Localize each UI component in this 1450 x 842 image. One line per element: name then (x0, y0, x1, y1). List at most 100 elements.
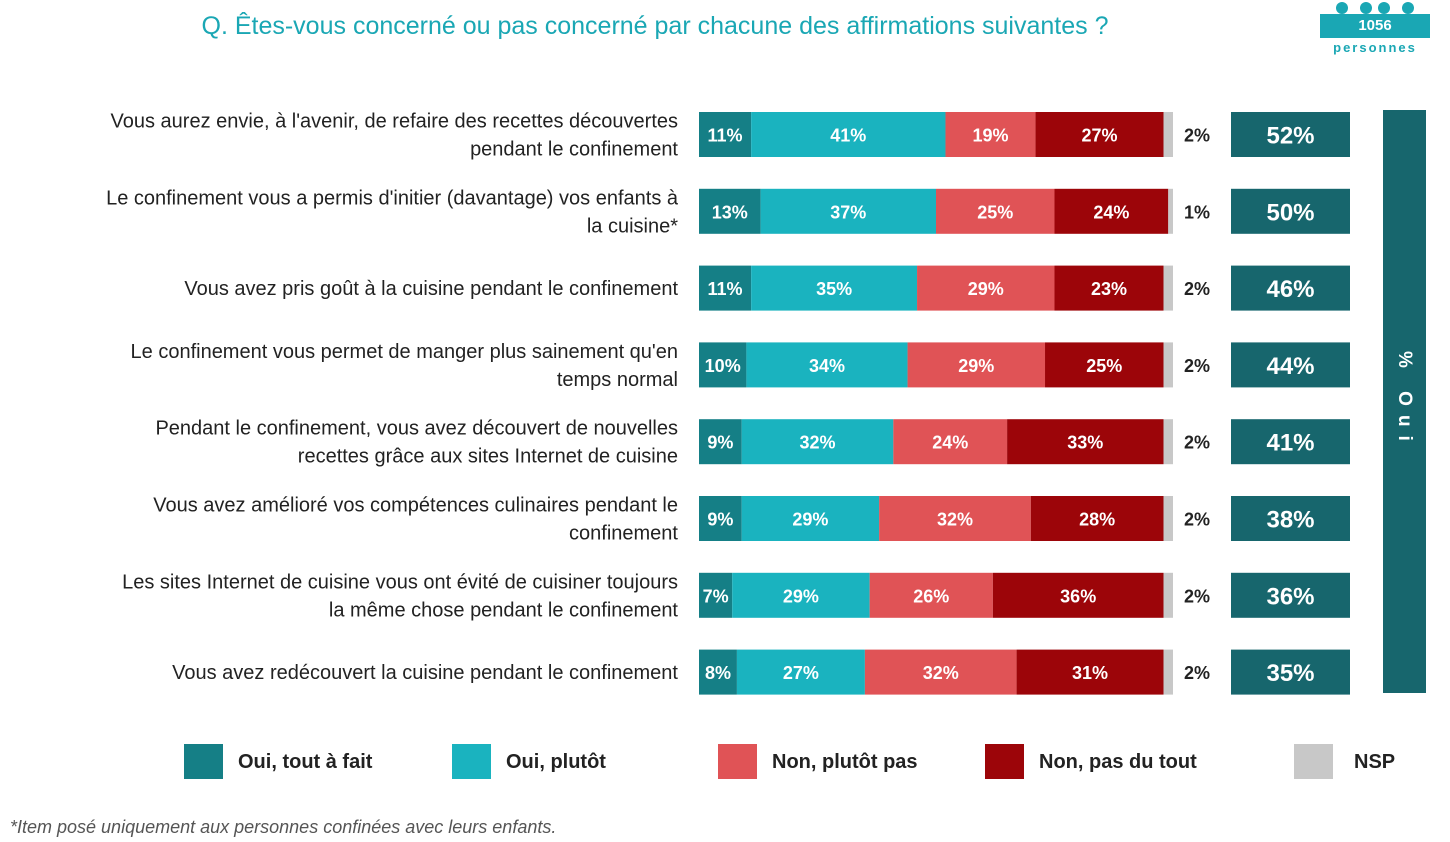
data-label-oui-tout-a-fait: 11% (708, 126, 743, 146)
data-label-oui-plutot: 37% (830, 202, 866, 222)
category-label-line: temps normal (557, 369, 678, 391)
bar-segment-nsp (1163, 265, 1173, 311)
bar-segment-nsp (1163, 496, 1173, 541)
bar-segment-non-plutot-pas (893, 419, 1008, 465)
data-label-non-pas-du-tout: 33% (1067, 433, 1103, 453)
bar-segment-non-pas-du-tout (1045, 342, 1164, 388)
category-label-line: Vous avez pris goût à la cuisine pendant… (184, 278, 678, 300)
bar-segment-oui-plutot (732, 572, 870, 618)
bar-segment-oui-plutot (746, 342, 908, 388)
bar-segment-oui-plutot (741, 496, 880, 541)
data-label-nsp: 2% (1184, 126, 1210, 146)
bar-segment-non-plutot-pas (879, 496, 1031, 541)
people-icon (1320, 2, 1430, 38)
legend-swatch (1294, 744, 1333, 779)
data-label-nsp: 2% (1184, 433, 1210, 453)
legend-swatch (452, 744, 491, 779)
bar-segment-non-plutot-pas (945, 112, 1036, 157)
data-label-non-pas-du-tout: 31% (1072, 663, 1108, 683)
chart-legend: Oui, tout à fait Oui, plutôt Non, plutôt p… (0, 744, 1450, 780)
category-label-line: Les sites Internet de cuisine vous ont é… (122, 571, 678, 593)
oui-total-box (1231, 496, 1350, 541)
category-label-line: la cuisine* (587, 215, 678, 237)
legend-label: Non, pas du tout (1039, 751, 1197, 773)
category-label: Vous avez pris goût à la cuisine pendant… (184, 278, 678, 300)
bar-segment-oui-plutot (751, 112, 946, 157)
data-label-non-pas-du-tout: 25% (1086, 356, 1122, 376)
data-label-oui-plutot: 34% (809, 356, 845, 376)
bar-segment-non-plutot-pas (864, 649, 1017, 695)
oui-total-label: 35% (1266, 660, 1314, 687)
data-label-oui-plutot: 27% (783, 663, 819, 683)
data-label-nsp: 2% (1184, 279, 1210, 299)
data-label-oui-tout-a-fait: 11% (708, 279, 743, 299)
oui-total-box (1231, 419, 1350, 465)
oui-total-box (1231, 649, 1350, 695)
legend-label: Oui, tout à fait (238, 751, 373, 773)
oui-total-column-band (1383, 110, 1426, 693)
bar-segment-non-pas-du-tout (1054, 265, 1164, 311)
bar-segment-non-pas-du-tout (992, 572, 1164, 618)
data-label-non-plutot-pas: 29% (958, 356, 994, 376)
data-label-nsp: 2% (1184, 586, 1210, 606)
category-label-line: la même chose pendant le confinement (329, 599, 679, 621)
bar-segment-oui-plutot (751, 265, 918, 311)
legend-label: Oui, plutôt (506, 751, 606, 773)
oui-total-box (1231, 112, 1350, 157)
data-label-non-plutot-pas: 32% (937, 510, 973, 530)
oui-total-box (1231, 265, 1350, 311)
data-label-non-plutot-pas: 32% (923, 663, 959, 683)
oui-total-label: 52% (1266, 123, 1314, 150)
oui-total-box (1231, 572, 1350, 618)
bar-segment-nsp (1163, 419, 1173, 465)
bar-segment-non-pas-du-tout (1007, 419, 1164, 465)
bar-segment-non-pas-du-tout (1054, 188, 1169, 234)
category-label: Vous avez amélioré vos compétences culin… (153, 495, 678, 545)
bar-segment-oui-tout-a-fait (699, 188, 761, 234)
bar-segment-nsp (1163, 342, 1173, 388)
bar-segment-oui-tout-a-fait (699, 496, 742, 541)
data-label-nsp: 2% (1184, 663, 1210, 683)
category-label: Les sites Internet de cuisine vous ont é… (122, 571, 678, 621)
category-label: Le confinement vous a permis d'initier (… (106, 187, 679, 237)
data-label-oui-plutot: 41% (830, 126, 866, 146)
data-label-non-pas-du-tout: 36% (1060, 586, 1096, 606)
data-label-oui-plutot: 29% (783, 586, 819, 606)
category-label: Vous aurez envie, à l'avenir, de refaire… (111, 111, 679, 161)
data-label-oui-tout-a-fait: 9% (707, 433, 733, 453)
data-label-non-plutot-pas: 25% (977, 202, 1013, 222)
legend-swatch (718, 744, 757, 779)
bar-segment-nsp (1163, 572, 1173, 618)
data-label-non-plutot-pas: 26% (913, 586, 949, 606)
data-label-non-pas-du-tout: 24% (1093, 202, 1129, 222)
category-label-line: Vous avez redécouvert la cuisine pendant… (172, 662, 678, 684)
data-label-oui-tout-a-fait: 13% (712, 202, 748, 222)
oui-total-label: 41% (1266, 430, 1314, 457)
category-label-line: recettes grâce aux sites Internet de cui… (298, 446, 678, 468)
data-label-nsp: 2% (1184, 510, 1210, 530)
bar-segment-non-plutot-pas (936, 188, 1055, 234)
data-label-oui-tout-a-fait: 9% (707, 510, 733, 530)
oui-total-box (1231, 188, 1350, 234)
data-label-oui-tout-a-fait: 8% (705, 663, 731, 683)
category-label-line: Le confinement vous a permis d'initier (… (106, 187, 679, 209)
oui-total-column-label: % Oui (1394, 350, 1415, 450)
bar-segment-non-pas-du-tout (1016, 649, 1164, 695)
bar-segment-oui-plutot (760, 188, 936, 234)
bar-segment-non-plutot-pas (917, 265, 1055, 311)
bar-segment-nsp (1163, 112, 1173, 157)
legend-label: Non, plutôt pas (772, 751, 918, 773)
data-label-oui-plutot: 29% (792, 510, 828, 530)
data-label-nsp: 2% (1184, 356, 1210, 376)
category-label: Vous avez redécouvert la cuisine pendant… (172, 662, 678, 684)
sample-label: personnes (1333, 40, 1417, 55)
bar-segment-oui-plutot (736, 649, 865, 695)
data-label-non-plutot-pas: 29% (968, 279, 1004, 299)
data-label-nsp: 1% (1184, 202, 1210, 222)
bar-segment-oui-tout-a-fait (699, 649, 737, 695)
sample-size-badge: 1056 personnes (1320, 0, 1430, 60)
data-label-non-pas-du-tout: 23% (1091, 279, 1127, 299)
oui-total-label: 36% (1266, 583, 1314, 610)
sample-count: 1056 (1358, 17, 1392, 34)
